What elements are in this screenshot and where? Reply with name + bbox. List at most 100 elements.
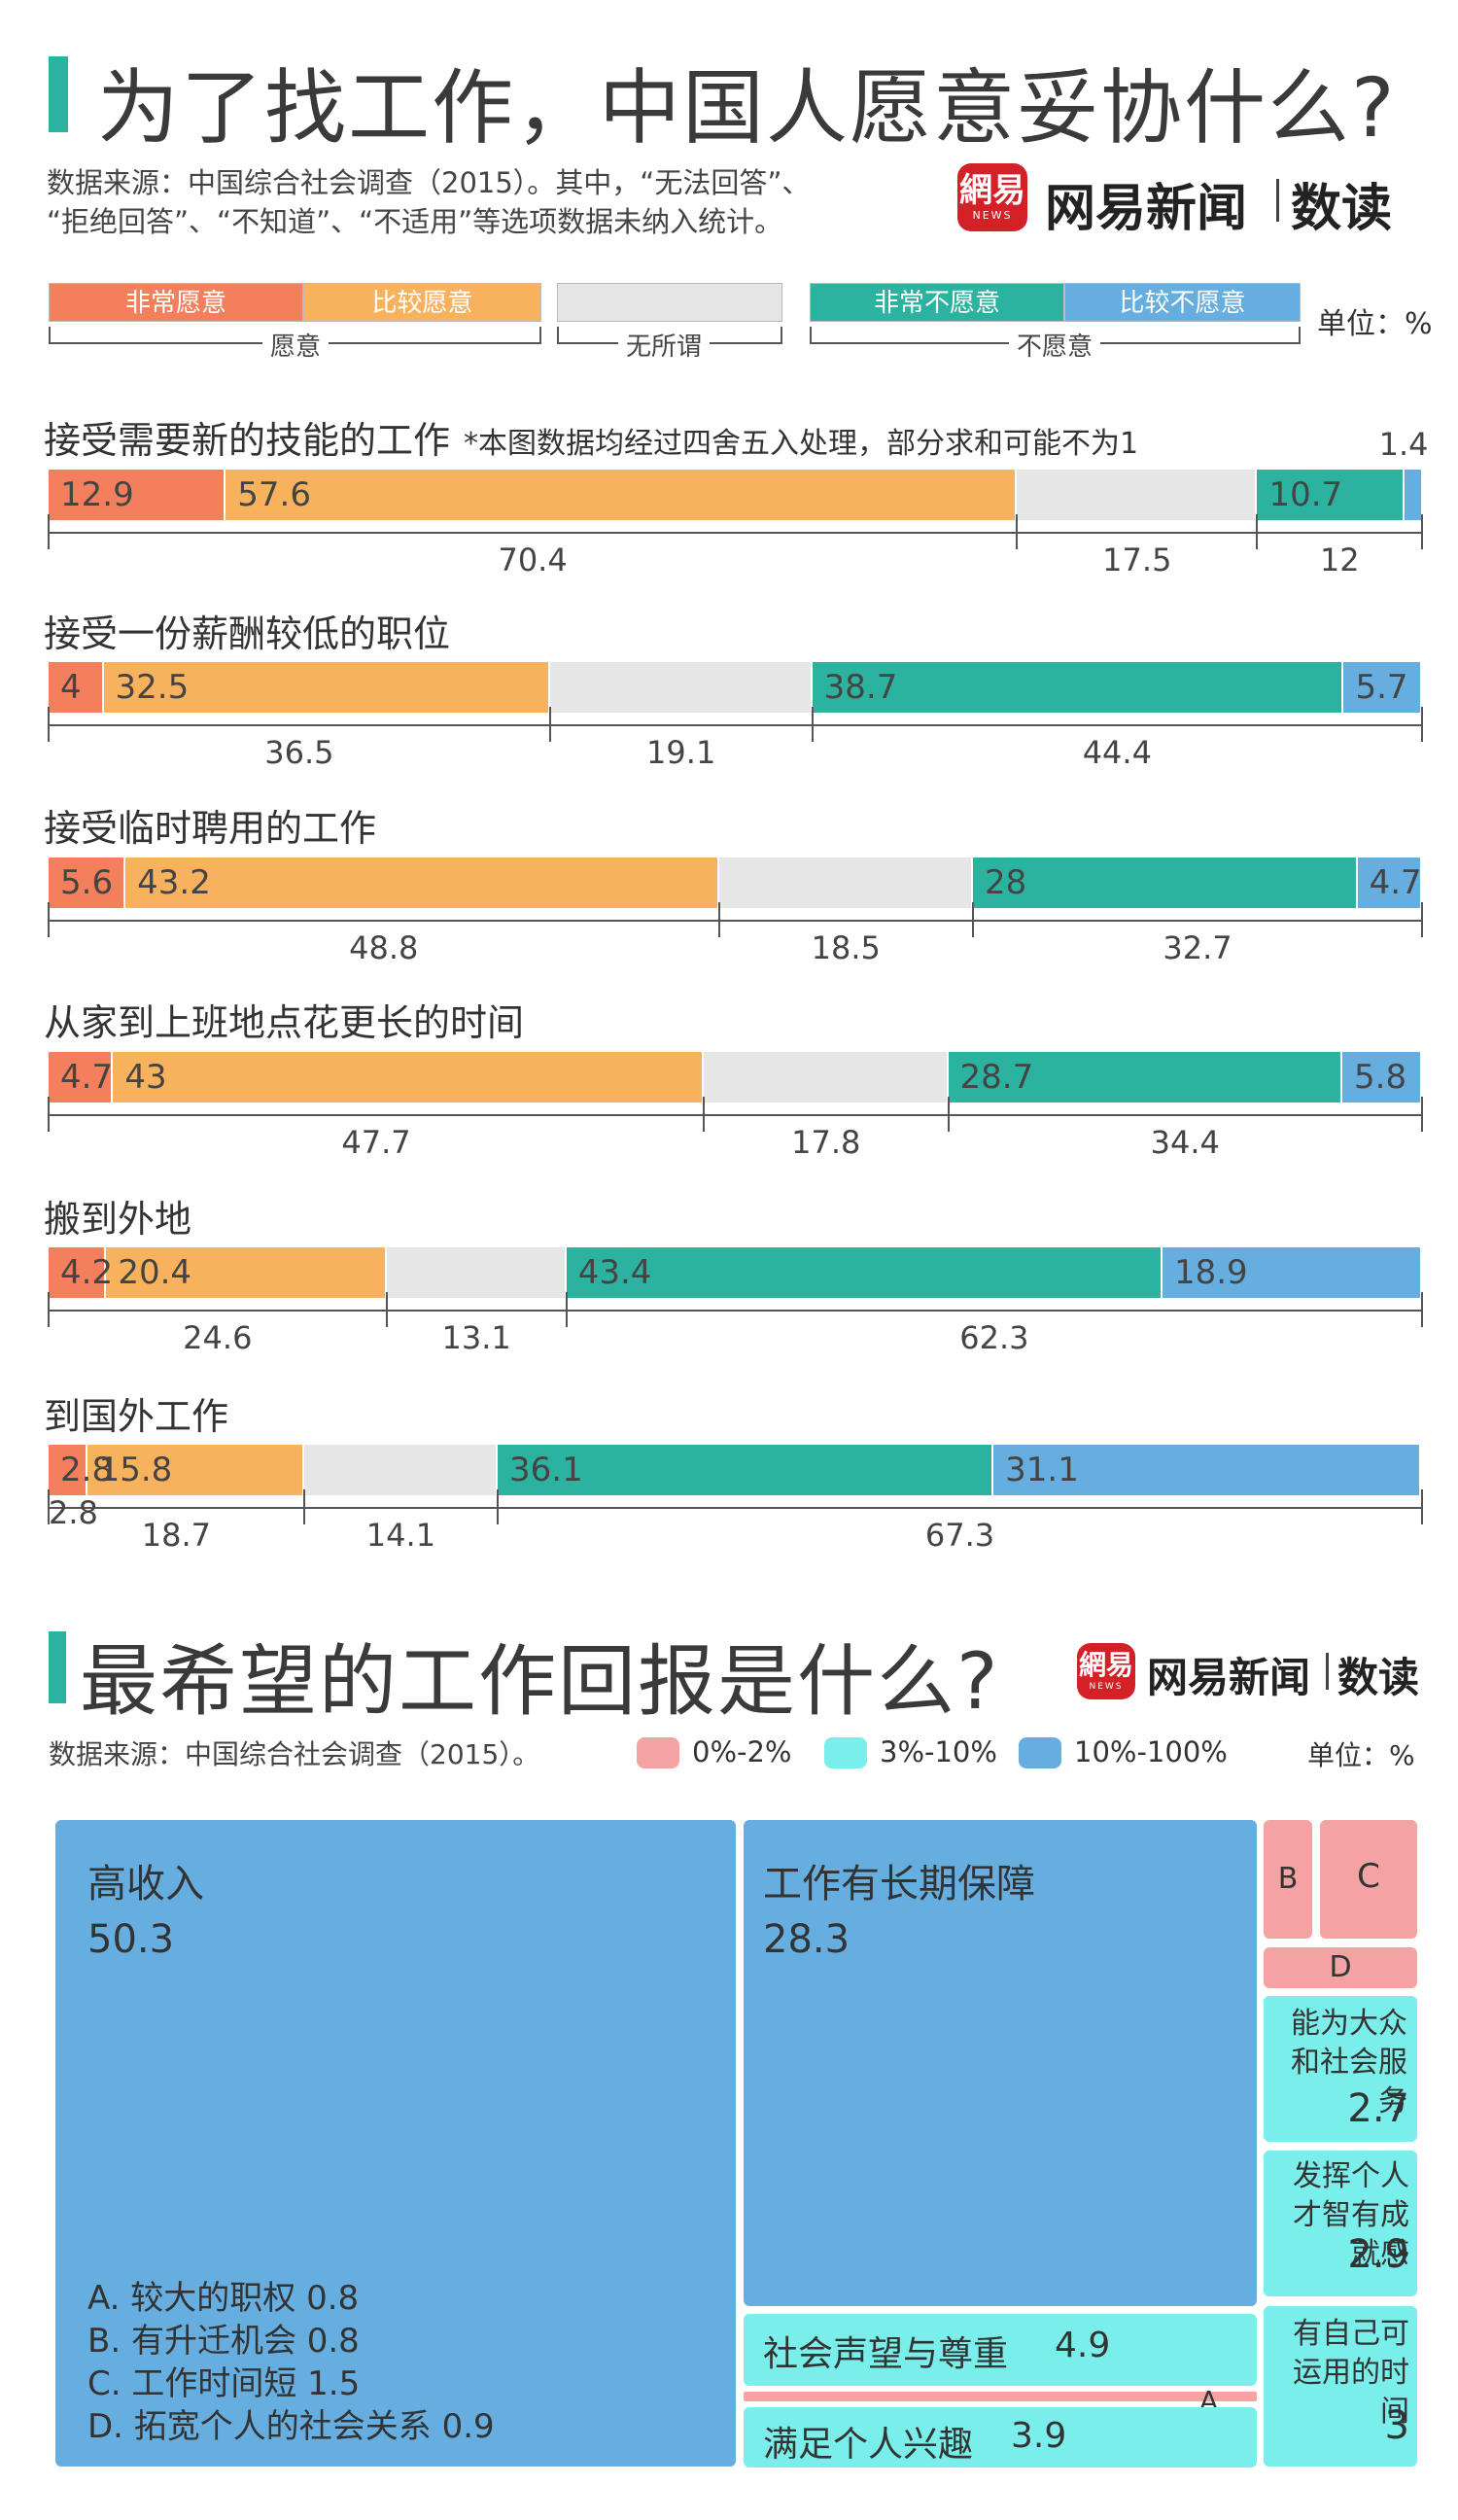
legend-very-willing: 非常愿意 — [49, 283, 303, 322]
group-axis-tick — [1421, 1292, 1423, 1327]
bar-segment — [1343, 662, 1422, 713]
legend-group-unwilling: 不愿意 — [1009, 327, 1101, 363]
question-label: 接受需要新的技能的工作 *本图数据均经过四舍五入处理，部分求和可能不为1 — [44, 419, 1139, 462]
title2-accent-bar — [49, 1631, 66, 1703]
treemap-label-long-term-security: 工作有长期保障 — [763, 1862, 1035, 1907]
group-axis-tick — [1421, 514, 1423, 549]
brand-name-2: 网易新闻 — [1147, 1654, 1311, 1701]
treemap-cell-own-time — [1264, 2306, 1417, 2467]
group-axis-line — [49, 1114, 1422, 1116]
group-axis-tick — [48, 514, 50, 549]
group-axis-tick — [1256, 514, 1259, 549]
treemap-label-serve-society: 能为大众和社会服务 — [1291, 2007, 1407, 2118]
legend2-swatch-low — [637, 1737, 679, 1768]
bar-segment — [718, 858, 973, 908]
treemap-note-b: B. 有升迁机会 0.8 — [87, 2322, 360, 2361]
group-axis-tick — [48, 707, 50, 742]
bar-segment — [87, 1445, 304, 1495]
brand-sub: 数读 — [1291, 180, 1393, 238]
bar-segment — [49, 1445, 87, 1495]
brand-logo-news-2: NEWS — [1089, 1682, 1124, 1692]
treemap-label-own-time: 有自己可运用的时间 — [1293, 2317, 1409, 2429]
group-axis-tick — [385, 1292, 388, 1327]
group-axis-tick — [1421, 1489, 1423, 1524]
group-axis-line — [49, 1507, 1422, 1509]
group-total-label: 12 — [1319, 542, 1360, 578]
legend-very-unwilling: 非常不愿意 — [810, 283, 1064, 322]
group-axis-tick — [811, 707, 814, 742]
treemap-cell-d — [1264, 1947, 1417, 1988]
treemap-cell-long-term-security — [744, 1820, 1257, 2306]
treemap-cell-interest — [744, 2407, 1257, 2468]
bar-segment — [1257, 470, 1405, 520]
bar-segment — [549, 662, 813, 713]
legend2-mid: 3%-10% — [880, 1735, 997, 1768]
treemap-value-serve-society: 2.7 — [1347, 2086, 1409, 2131]
bar-segment — [972, 858, 1358, 908]
question-label: 从家到上班地点花更长的时间 — [44, 1001, 525, 1044]
treemap-label-high-income: 高收入 — [87, 1862, 204, 1907]
group-axis-tick — [703, 1097, 705, 1132]
bar-segment — [113, 1052, 704, 1102]
group-axis-tick — [717, 902, 720, 937]
group-axis-tick — [48, 1489, 50, 1524]
source-note-line1: 数据来源：中国综合社会调查（2015）。其中，“无法回答”、 — [47, 166, 811, 199]
bar-value-label: 31.1 — [1005, 1451, 1079, 1489]
treemap-cell-b — [1264, 1820, 1312, 1939]
bar-value-label: 20.4 — [118, 1253, 192, 1292]
bar-segment — [1162, 1247, 1422, 1298]
treemap-cell-a — [744, 2392, 1257, 2401]
brand-name: 网易新闻 — [1045, 180, 1248, 238]
brand-logo-char: 網易 — [959, 171, 1025, 210]
group-total-label: 44.4 — [1082, 734, 1152, 771]
legend2-swatch-high — [1019, 1737, 1061, 1768]
group-axis-tick — [302, 1489, 305, 1524]
page-title-2: 最希望的工作回报是什么? — [80, 1636, 1000, 1727]
bar-segment — [948, 1052, 1343, 1102]
group-axis-tick — [1421, 707, 1423, 742]
treemap-label-achievement: 发挥个人才智有成就感 — [1293, 2159, 1409, 2271]
group-axis-line — [49, 532, 1422, 534]
treemap-note-c: C. 工作时间短 1.5 — [87, 2364, 361, 2403]
group-total-label: 18.5 — [811, 929, 881, 966]
group-total-label: 24.6 — [183, 1319, 253, 1356]
legend2-low: 0%-2% — [692, 1735, 792, 1768]
bar-value-label: 2.8 — [49, 1494, 98, 1531]
legend2-swatch-mid — [824, 1737, 867, 1768]
legend-group-willing: 愿意 — [262, 327, 330, 363]
page-title: 为了找工作，中国人愿意妥协什么? — [97, 60, 1397, 156]
bar-value-label: 57.6 — [237, 475, 311, 514]
legend2-high: 10%-100% — [1074, 1735, 1228, 1768]
group-total-label: 70.4 — [498, 542, 568, 578]
group-axis-tick — [48, 902, 50, 937]
legend-neutral — [557, 283, 782, 322]
group-total-label: 19.1 — [646, 734, 716, 771]
bar-value-label: 5.8 — [1354, 1058, 1407, 1097]
treemap-notes: A. 较大的职权 0.8 B. 有升迁机会 0.8 C. 工作时间短 1.5 D… — [87, 2277, 495, 2448]
bar-segment — [704, 1052, 949, 1102]
bar-value-label: 32.5 — [115, 668, 190, 707]
bar-value-label: 36.1 — [509, 1451, 583, 1489]
bar-value-label: 43.4 — [577, 1253, 652, 1292]
question-label: 接受一份薪酬较低的职位 — [44, 612, 451, 655]
bar-value-label: 38.7 — [823, 668, 898, 707]
brand-logo-icon-2: 網易 NEWS — [1077, 1643, 1135, 1699]
group-total-label: 32.7 — [1163, 929, 1232, 966]
treemap-value-long-term-security: 28.3 — [763, 1917, 850, 1962]
treemap-cell-serve-society — [1264, 1996, 1417, 2142]
treemap-value-achievement: 2.9 — [1347, 2232, 1409, 2277]
title-accent-bar — [49, 56, 68, 132]
source-note-2: 数据来源：中国综合社会调查（2015）。 — [49, 1738, 540, 1770]
treemap-note-d: D. 拓宽个人的社会关系 0.9 — [87, 2407, 495, 2446]
bar-segment — [1404, 470, 1424, 520]
brand-divider-2 — [1326, 1653, 1329, 1690]
unit-label-2: 单位：% — [1307, 1739, 1415, 1771]
group-total-label: 18.7 — [141, 1517, 212, 1554]
bar-value-label: 5.7 — [1355, 668, 1408, 707]
group-axis-line — [49, 1310, 1422, 1312]
group-total-label: 17.8 — [791, 1124, 861, 1161]
bar-segment — [103, 662, 550, 713]
group-axis-tick — [565, 1292, 568, 1327]
treemap-note-a: A. 较大的职权 0.8 — [87, 2279, 360, 2318]
bar-value-label: 1.4 — [1378, 426, 1429, 463]
